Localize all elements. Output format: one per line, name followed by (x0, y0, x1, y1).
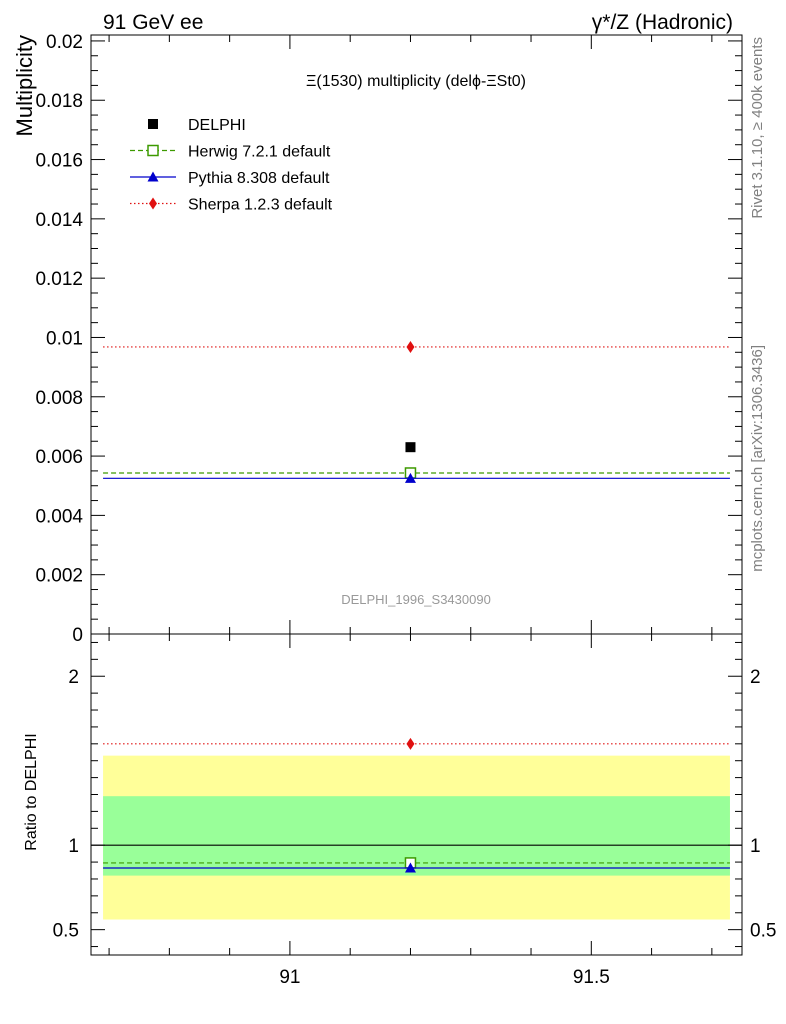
ratio-point-sherpa-1-2-3-default (406, 737, 415, 750)
main-point-pythia-8-308-default (404, 472, 416, 483)
legend-label-herwig-7-2-1-default: Herwig 7.2.1 default (188, 144, 331, 161)
main-y-axis-label: Multiplicity (12, 35, 37, 136)
ratio-band-1-sigma (103, 796, 730, 876)
legend: DELPHI Herwig 7.2.1 default Pythia 8.308 d… (130, 117, 333, 214)
x-tick-label: 91.5 (573, 967, 610, 988)
legend-marker-sherpa-1-2-3-default (149, 197, 157, 210)
main-y-tick-label: 0 (72, 625, 83, 646)
x-tick-label: 91 (279, 967, 300, 988)
ratio-y-axis-label: Ratio to DELPHI (23, 733, 40, 850)
ratio-y-tick-label-left: 1 (68, 836, 79, 857)
legend-marker-delphi (148, 119, 158, 129)
main-y-tick-label: 0.006 (35, 447, 83, 468)
watermark: DELPHI_1996_S3430090 (341, 592, 491, 607)
rivet-label: Rivet 3.1.10, ≥ 400k events (749, 37, 766, 219)
legend-marker-pythia-8-308-default (147, 171, 159, 182)
main-y-tick-label: 0.01 (46, 328, 83, 349)
legend-label-delphi: DELPHI (188, 117, 246, 134)
main-y-tick-label: 0.004 (35, 506, 83, 527)
main-panel: Ξ(1530) multiplicity (delϕ-ΞSt0) DELPHI_… (12, 32, 743, 646)
ratio-y-tick-label-left: 2 (68, 667, 79, 688)
main-y-tick-label: 0.02 (46, 32, 83, 53)
mcplots-label: mcplots.cern.ch [arXiv:1306.3436] (749, 345, 766, 572)
legend-marker-herwig-7-2-1-default (147, 144, 159, 157)
main-title: Ξ(1530) multiplicity (delϕ-ΞSt0) (306, 73, 526, 90)
header-left-label: 91 GeV ee (103, 11, 203, 34)
main-y-tick-label: 0.018 (35, 91, 83, 112)
ratio-panel: Ratio to DELPHI 0.5 0.5 1 1 2 2 91 91.5 (23, 633, 776, 988)
main-y-tick-label: 0.008 (35, 388, 83, 409)
main-y-tick-label: 0.014 (35, 210, 83, 231)
ratio-y-tick-label-left: 0.5 (53, 921, 79, 942)
header-right-label: γ*/Z (Hadronic) (592, 11, 733, 34)
ratio-point-pythia-8-308-default (404, 862, 416, 873)
main-y-tick-label: 0.012 (35, 269, 83, 290)
main-point-sherpa-1-2-3-default (406, 340, 415, 353)
ratio-y-tick-label-right: 0.5 (750, 921, 776, 942)
main-y-tick-label: 0.002 (35, 566, 83, 587)
ratio-y-tick-label-right: 1 (750, 836, 761, 857)
legend-label-sherpa-1-2-3-default: Sherpa 1.2.3 default (188, 197, 333, 214)
main-y-tick-label: 0.016 (35, 151, 83, 172)
legend-label-pythia-8-308-default: Pythia 8.308 default (188, 170, 330, 187)
ratio-y-tick-label-right: 2 (750, 667, 761, 688)
main-point-delphi (405, 442, 416, 453)
